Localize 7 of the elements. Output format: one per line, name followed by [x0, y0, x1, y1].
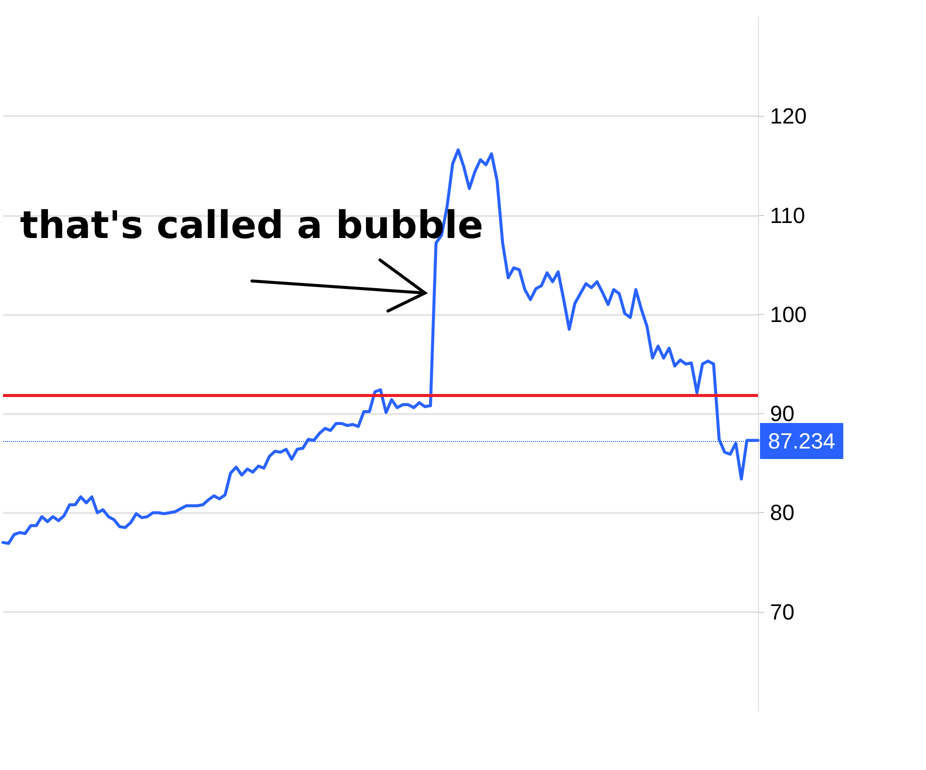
y-tick-label: 80: [770, 500, 794, 526]
ref-line-label: 87.234: [768, 428, 836, 454]
y-tick-label: 120: [770, 104, 807, 129]
y-tick-label: 100: [770, 302, 807, 327]
y-tick-label: 70: [770, 599, 794, 624]
y-tick-label: 90: [770, 401, 794, 426]
y-tick-label: 110: [770, 202, 806, 228]
